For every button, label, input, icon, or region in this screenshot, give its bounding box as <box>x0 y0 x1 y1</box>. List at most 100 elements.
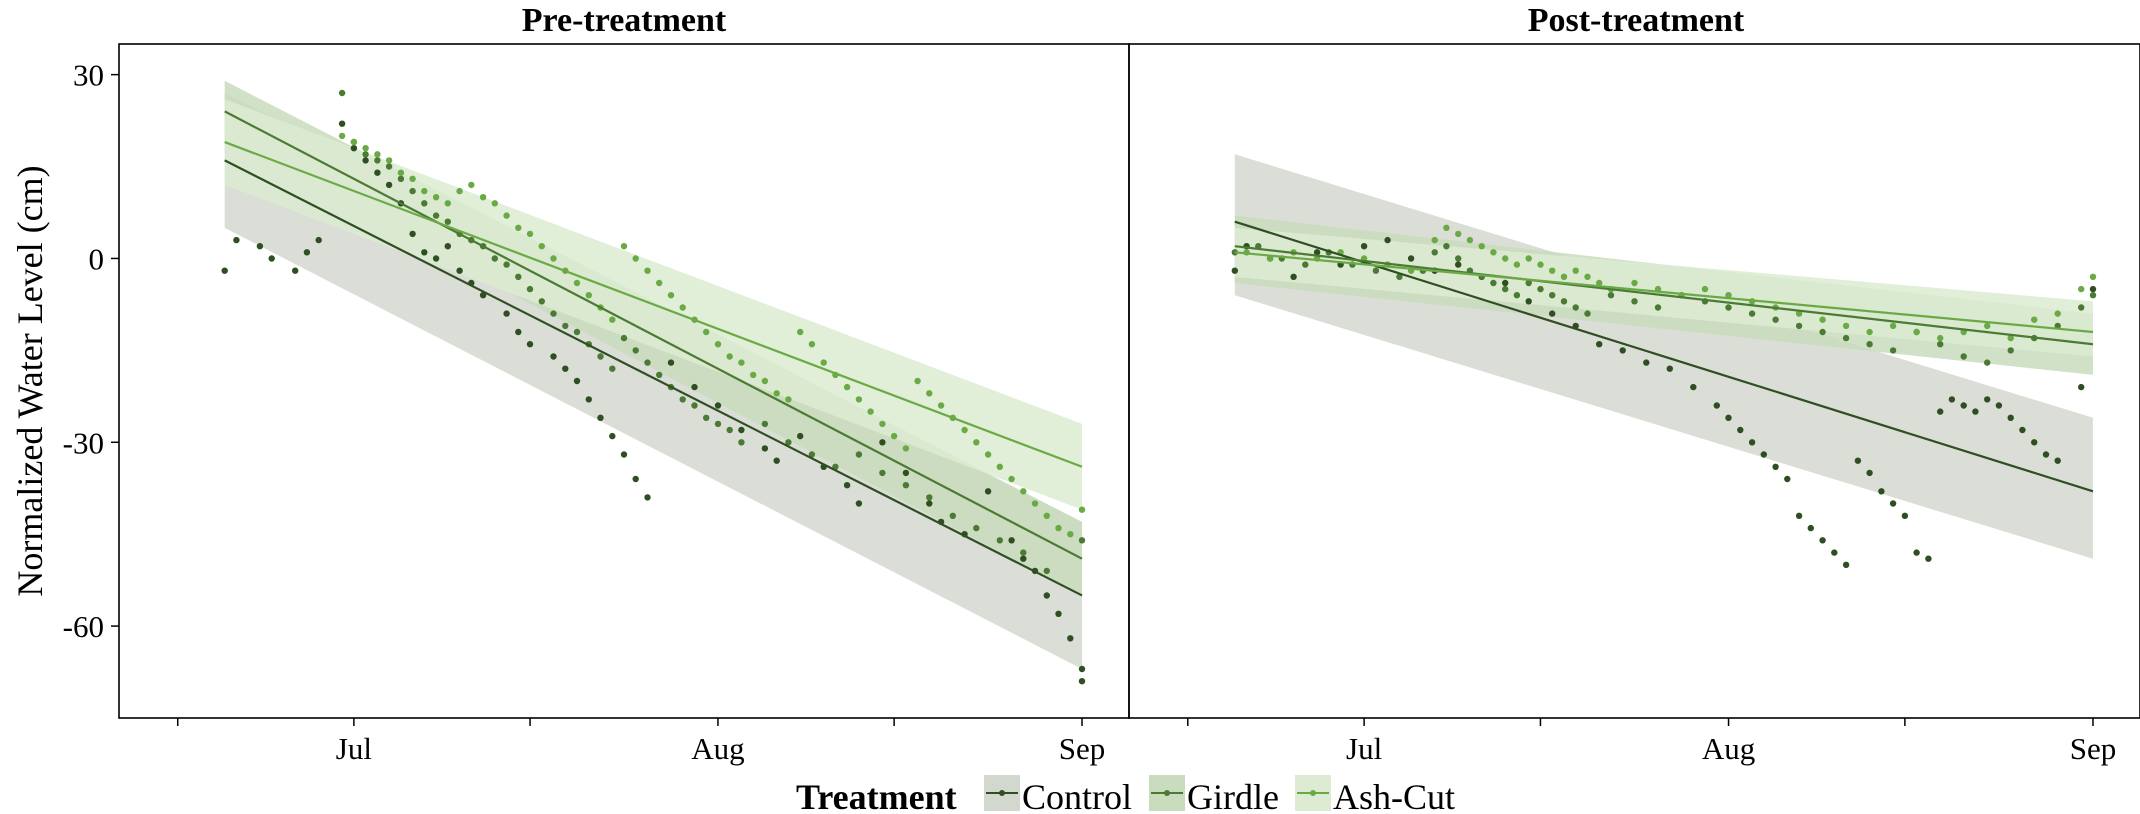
point-control-36 <box>761 445 769 452</box>
point-girdle-21 <box>1572 304 1579 311</box>
point-ash-cut-40 <box>808 341 816 348</box>
point-control-8 <box>1407 255 1415 262</box>
x-tick-label-sep: Sep <box>2070 731 2117 766</box>
legend: Treatment Control Girdle Ash-Cut <box>796 775 1455 814</box>
point-control-19 <box>1666 365 1674 372</box>
point-ash-cut-60 <box>1043 512 1051 519</box>
point-ash-cut-24 <box>620 243 628 250</box>
point-ash-cut-58 <box>1020 488 1027 495</box>
point-ash-cut-37 <box>1937 334 1944 342</box>
x-tick-label-aug: Aug <box>1702 731 1755 766</box>
point-girdle-35 <box>761 420 769 428</box>
point-ash-cut-32 <box>714 341 722 348</box>
point-girdle-38 <box>1960 353 1967 360</box>
point-ash-cut-41 <box>820 359 827 366</box>
point-girdle-33 <box>1842 334 1850 342</box>
point-control-17 <box>456 267 463 274</box>
point-ash-cut-3 <box>374 151 381 158</box>
point-control-37 <box>773 457 780 464</box>
point-ash-cut-15 <box>515 224 522 231</box>
point-ash-cut-45 <box>867 408 874 415</box>
point-control-52 <box>2089 285 2097 293</box>
point-control-12 <box>1502 279 1509 287</box>
point-girdle-29 <box>679 396 686 403</box>
point-ash-cut-34 <box>738 359 745 366</box>
point-ash-cut-15 <box>1513 261 1521 268</box>
point-girdle-18 <box>1537 285 1544 293</box>
fit-line-control <box>224 159 1083 597</box>
point-control-50 <box>2054 457 2061 464</box>
point-girdle-42 <box>926 494 933 501</box>
point-control-22 <box>1725 414 1732 421</box>
point-girdle-24 <box>1631 298 1638 305</box>
point-ash-cut-16 <box>526 230 534 238</box>
fit-line-girdle <box>224 110 1083 560</box>
point-control-35 <box>738 426 745 434</box>
point-ash-cut-61 <box>1055 524 1062 532</box>
fit-line-ash-cut <box>1234 251 2094 334</box>
point-girdle-23 <box>1607 292 1615 299</box>
point-ash-cut-17 <box>1537 261 1544 268</box>
point-girdle-10 <box>1443 243 1450 250</box>
point-control-41 <box>1948 396 1956 403</box>
point-ash-cut-20 <box>1572 267 1579 274</box>
point-control-49 <box>2042 451 2050 458</box>
point-control-42 <box>1960 402 1967 409</box>
point-ash-cut-53 <box>961 426 968 434</box>
point-control-51 <box>1043 592 1051 599</box>
point-control-25 <box>1760 451 1768 458</box>
point-girdle-15 <box>1502 285 1509 293</box>
point-ash-cut-18 <box>550 255 557 262</box>
x-axis-post-treatment: Jul Aug Sep <box>1187 718 2117 766</box>
point-girdle-40 <box>2007 347 2014 354</box>
legend-label-control: Control <box>1022 777 1132 814</box>
point-ash-cut-43 <box>2078 285 2085 293</box>
point-control-10 <box>1455 261 1462 268</box>
x-tick-label-jul: Jul <box>1346 731 1382 766</box>
point-control-5 <box>303 249 311 256</box>
point-girdle-16 <box>1513 292 1521 299</box>
point-ash-cut-14 <box>503 212 510 219</box>
x-tick-label-sep: Sep <box>1059 731 1106 766</box>
point-ash-cut-55 <box>984 451 992 458</box>
point-girdle-33 <box>726 426 733 434</box>
point-girdle-44 <box>2089 292 2097 299</box>
legend-item-ash-cut: Ash-Cut <box>1295 775 1455 814</box>
point-girdle-27 <box>656 371 663 379</box>
point-ash-cut-34 <box>1866 328 1873 336</box>
point-ash-cut-1 <box>1266 255 1274 262</box>
x-axis-pre-treatment: Jul Aug Sep <box>176 718 1106 766</box>
point-ash-cut-48 <box>902 445 910 452</box>
point-control-22 <box>526 341 534 348</box>
point-ash-cut-1 <box>350 138 358 146</box>
point-girdle-6 <box>409 187 416 195</box>
point-girdle-4 <box>385 163 393 170</box>
point-control-54 <box>1078 665 1086 673</box>
panel-title-pre-treatment: Pre-treatment <box>522 2 727 39</box>
point-ash-cut-49 <box>914 377 921 385</box>
point-ash-cut-36 <box>1913 328 1920 336</box>
point-control-18 <box>1643 359 1650 366</box>
point-control-52 <box>1055 610 1062 617</box>
point-control-0 <box>1231 267 1239 274</box>
point-ash-cut-0 <box>338 132 346 140</box>
point-girdle-31 <box>703 414 710 421</box>
point-control-43 <box>1972 408 1979 415</box>
legend-key-point-girdle <box>1164 790 1170 796</box>
point-control-30 <box>632 475 639 483</box>
point-ash-cut-29 <box>679 304 686 311</box>
y-axis: 30 0 -30 -60 <box>63 58 119 644</box>
point-girdle-23 <box>609 365 616 372</box>
point-control-39 <box>1925 555 1932 562</box>
point-ash-cut-8 <box>1431 236 1438 244</box>
legend-title: Treatment <box>796 777 957 814</box>
point-ash-cut-62 <box>1067 531 1074 538</box>
point-girdle-20 <box>1560 298 1568 305</box>
point-ash-cut-24 <box>1631 279 1638 287</box>
point-ash-cut-41 <box>2031 316 2038 323</box>
point-ash-cut-12 <box>479 194 487 201</box>
panel-title-post-treatment: Post-treatment <box>1528 2 1745 39</box>
point-girdle-17 <box>538 298 545 305</box>
point-control-7 <box>338 120 346 127</box>
